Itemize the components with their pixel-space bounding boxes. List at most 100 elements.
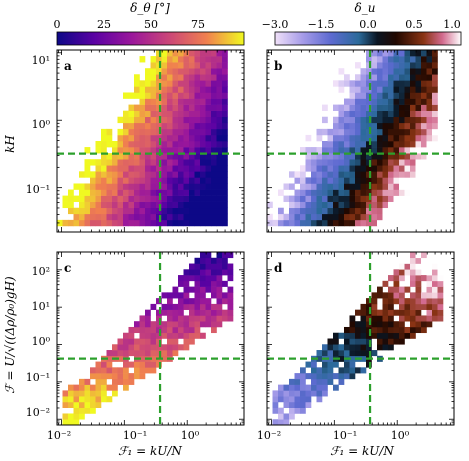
heatmap-cell <box>360 303 367 310</box>
heatmap-cell <box>371 116 378 124</box>
heatmap-cell <box>371 195 378 202</box>
heatmap-cell <box>294 407 301 414</box>
heatmap-cell <box>421 252 427 259</box>
heatmap-cell <box>161 195 168 202</box>
heatmap-cell <box>172 189 179 196</box>
heatmap-cell <box>421 171 427 178</box>
heatmap-cell <box>338 122 345 130</box>
heatmap-cell <box>333 338 339 345</box>
heatmap-cell <box>216 86 223 93</box>
heatmap-cell <box>183 219 190 227</box>
heatmap-cell <box>205 128 212 136</box>
heatmap-cell <box>432 141 438 148</box>
heatmap-cell <box>194 263 201 270</box>
heatmap-cell <box>388 292 394 299</box>
heatmap-cell <box>338 177 345 184</box>
heatmap-cell <box>272 390 279 397</box>
heatmap-cell <box>178 303 184 310</box>
heatmap-cell <box>205 171 212 178</box>
heatmap-cell <box>366 80 372 87</box>
heatmap-cell <box>222 298 228 305</box>
heatmap-cell <box>150 201 157 209</box>
heatmap-cell <box>139 177 146 184</box>
heatmap-cell <box>360 332 367 339</box>
heatmap-cell <box>95 207 102 215</box>
heatmap-cell <box>211 326 217 334</box>
heatmap-cell <box>355 122 361 130</box>
heatmap-cell <box>222 50 228 57</box>
heatmap-cell <box>156 104 162 111</box>
heatmap-cell <box>426 303 433 310</box>
xtick-left: 10⁰ <box>181 429 200 442</box>
heatmap-cell <box>267 219 273 227</box>
heatmap-cell <box>382 98 389 105</box>
heatmap-cell <box>145 309 151 316</box>
heatmap-cell <box>432 147 438 154</box>
heatmap-cell <box>95 401 102 408</box>
heatmap-cell <box>366 321 372 328</box>
heatmap-cell <box>101 147 107 154</box>
heatmap-cell <box>388 177 394 184</box>
heatmap-cell <box>172 62 179 69</box>
heatmap-cell <box>393 153 400 160</box>
heatmap-cell <box>216 110 223 118</box>
heatmap-cell <box>145 350 151 357</box>
heatmap-cell <box>371 147 378 154</box>
heatmap-cell <box>355 153 361 160</box>
heatmap-cell <box>283 219 290 227</box>
heatmap-cell <box>222 68 228 75</box>
heatmap-cell <box>216 104 223 111</box>
heatmap-cell <box>128 332 135 339</box>
heatmap-cell <box>355 171 361 178</box>
heatmap-cell <box>366 171 372 178</box>
heatmap-cell <box>216 177 223 184</box>
heatmap-cell <box>360 159 367 166</box>
heatmap-cell <box>327 171 334 178</box>
heatmap-cell <box>349 201 356 209</box>
heatmap-cell <box>355 183 361 190</box>
heatmap-cell <box>183 332 190 339</box>
heatmap-cell <box>150 189 157 196</box>
heatmap-cell <box>410 195 416 202</box>
heatmap-cell <box>211 159 217 166</box>
heatmap-cell <box>123 350 129 357</box>
heatmap-cell <box>156 159 162 166</box>
heatmap-cell <box>410 50 416 57</box>
heatmap-cell <box>344 332 350 339</box>
heatmap-cell <box>117 189 124 196</box>
heatmap-cell <box>68 413 74 420</box>
panel-letter: b <box>274 59 282 73</box>
heatmap-cell <box>399 153 405 160</box>
heatmap-cell <box>333 116 339 124</box>
heatmap-cell <box>200 80 206 87</box>
heatmap-cell <box>399 104 405 111</box>
heatmap-cell <box>333 153 339 160</box>
heatmap-cell <box>426 177 433 184</box>
heatmap-cell <box>294 201 301 209</box>
heatmap-cell <box>305 147 312 154</box>
heatmap-cell <box>79 183 85 190</box>
heatmap-cell <box>393 326 400 334</box>
heatmap-cell <box>404 189 411 196</box>
heatmap-cell <box>360 350 367 357</box>
heatmap-cell <box>437 315 444 322</box>
heatmap-cell <box>101 213 107 221</box>
heatmap-cell <box>156 332 162 339</box>
heatmap-cell <box>205 275 212 282</box>
heatmap-cell <box>167 303 173 310</box>
heatmap-cell <box>200 68 206 75</box>
heatmap-cell <box>145 201 151 209</box>
heatmap-cell <box>415 98 422 105</box>
heatmap-cell <box>84 213 91 221</box>
heatmap-cell <box>366 147 372 154</box>
heatmap-cell <box>300 189 306 196</box>
heatmap-cell <box>377 128 383 136</box>
heatmap-cell <box>432 263 438 270</box>
heatmap-cell <box>222 219 228 227</box>
heatmap-cell <box>211 207 217 215</box>
heatmap-cell <box>322 159 328 166</box>
heatmap-cell <box>134 183 140 190</box>
heatmap-cell <box>200 213 206 221</box>
heatmap-cell <box>216 309 223 316</box>
heatmap-cell <box>161 134 168 142</box>
